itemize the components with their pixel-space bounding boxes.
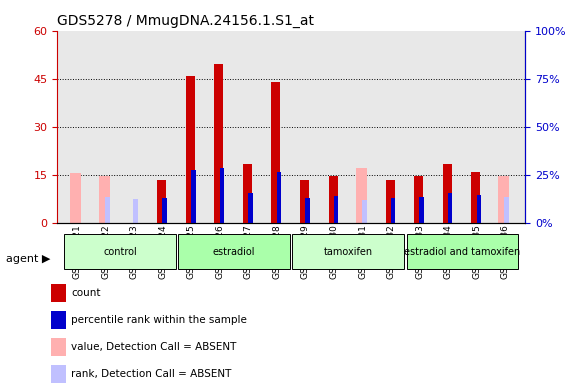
FancyBboxPatch shape	[64, 234, 176, 269]
Text: count: count	[71, 288, 101, 298]
Bar	[300, 180, 309, 223]
Bar	[477, 195, 481, 223]
Text: estradiol: estradiol	[213, 247, 255, 257]
Text: percentile rank within the sample: percentile rank within the sample	[71, 315, 247, 325]
Bar	[104, 197, 110, 223]
Bar	[133, 199, 138, 223]
Bar	[498, 176, 509, 223]
Text: estradiol and tamoxifen: estradiol and tamoxifen	[404, 247, 521, 257]
Bar	[414, 176, 423, 223]
Bar	[448, 193, 452, 223]
Bar	[163, 198, 167, 223]
Bar	[334, 196, 338, 223]
Bar	[157, 180, 166, 223]
Bar	[51, 338, 66, 356]
Bar	[51, 311, 66, 329]
Bar	[385, 180, 395, 223]
Bar	[99, 176, 110, 223]
FancyBboxPatch shape	[407, 234, 518, 269]
Bar	[271, 82, 280, 223]
Bar	[356, 168, 367, 223]
Bar	[214, 65, 223, 223]
Bar	[191, 170, 195, 223]
Bar	[51, 365, 66, 383]
Bar	[248, 193, 252, 223]
Bar	[328, 176, 337, 223]
Bar	[51, 285, 66, 302]
Text: control: control	[103, 247, 137, 257]
Bar	[70, 173, 81, 223]
Bar	[443, 164, 452, 223]
Text: GDS5278 / MmugDNA.24156.1.S1_at: GDS5278 / MmugDNA.24156.1.S1_at	[57, 14, 314, 28]
Bar	[220, 168, 224, 223]
FancyBboxPatch shape	[178, 234, 290, 269]
Bar	[243, 164, 252, 223]
Text: tamoxifen: tamoxifen	[324, 247, 373, 257]
FancyBboxPatch shape	[292, 234, 404, 269]
Bar	[305, 198, 309, 223]
Bar	[471, 172, 480, 223]
Text: agent ▶: agent ▶	[6, 254, 50, 264]
Bar	[504, 197, 509, 223]
Bar	[277, 172, 281, 223]
Text: value, Detection Call = ABSENT: value, Detection Call = ABSENT	[71, 342, 237, 352]
Bar	[420, 197, 424, 223]
Bar	[186, 76, 195, 223]
Bar	[391, 198, 395, 223]
Bar	[361, 200, 367, 223]
Text: rank, Detection Call = ABSENT: rank, Detection Call = ABSENT	[71, 369, 232, 379]
